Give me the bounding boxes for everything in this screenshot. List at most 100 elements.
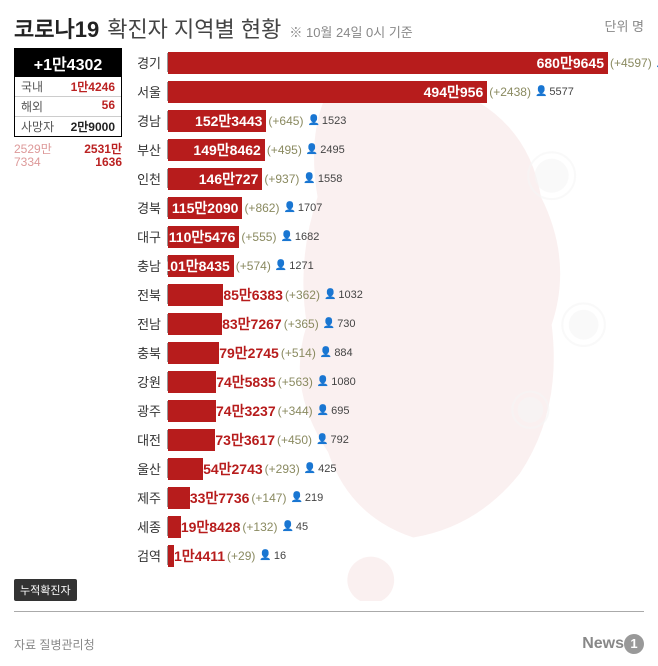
region-name: 경남: [132, 111, 168, 130]
region-bar: 33만7736(+147)👤219: [168, 487, 658, 509]
prev-cum-label: 2529만 7334: [14, 143, 52, 169]
region-total: 54만2743: [203, 459, 263, 479]
region-delta: (+293): [265, 462, 300, 476]
region-name: 경북: [132, 198, 168, 217]
news1-logo: News1: [582, 634, 644, 654]
region-total: 110만5476: [169, 227, 236, 247]
region-row: 제주33만7736(+147)👤219: [132, 483, 658, 512]
asof-text: ※ 10월 24일 0시 기준: [289, 22, 412, 41]
footer: 자료 질병관리청 News1: [14, 626, 644, 654]
region-bar: 83만7267(+365) 👤730: [168, 313, 658, 335]
region-row: 전남 83만7267(+365) 👤730: [132, 309, 658, 338]
region-total: 494만956: [424, 82, 484, 102]
person-icon: 👤: [259, 550, 271, 561]
region-row: 경북115만2090(+862)👤1707: [132, 193, 658, 222]
region-delta: (+147): [251, 491, 286, 505]
region-total: 115만2090: [172, 198, 239, 218]
title-sub: 확진자 지역별 현황: [107, 12, 281, 44]
region-name: 제주: [132, 488, 168, 507]
region-total: 83만7267: [222, 314, 282, 334]
region-row: 부산149만8462(+495)👤2495: [132, 135, 658, 164]
infographic-root: 코로나19 확진자 지역별 현황 ※ 10월 24일 0시 기준 단위 명 +1…: [0, 0, 658, 666]
region-row: 울산54만2743(+293)👤425: [132, 454, 658, 483]
region-deaths: 1523: [322, 115, 346, 127]
region-delta: (+4597): [610, 56, 652, 70]
person-icon: 👤: [290, 492, 302, 503]
region-row: 대구110만5476(+555)👤1682: [132, 222, 658, 251]
prev-cum-bot: 7334: [14, 156, 52, 169]
region-delta: (+132): [242, 520, 277, 534]
region-delta: (+365): [284, 317, 319, 331]
region-delta: (+450): [277, 433, 312, 447]
person-icon: 👤: [317, 405, 329, 416]
region-name: 충북: [132, 343, 168, 362]
region-delta: (+937): [264, 172, 299, 186]
region-total: 152만3443: [195, 111, 262, 131]
region-deaths: 695: [331, 405, 349, 417]
logo-text: News: [582, 635, 624, 652]
region-row: 경기680만9645(+4597)👤7269: [132, 48, 658, 77]
cumulative-bars: 23일 24일: [14, 173, 122, 573]
region-row: 경남152만3443(+645)👤1523: [132, 106, 658, 135]
logo-badge: 1: [624, 634, 644, 654]
region-deaths: 1558: [318, 173, 342, 185]
region-bar: 54만2743(+293)👤425: [168, 458, 658, 480]
region-bar: 74만5835(+563)👤1080: [168, 371, 658, 393]
person-icon: 👤: [324, 289, 336, 300]
person-icon: 👤: [317, 376, 329, 387]
region-delta: (+555): [241, 230, 276, 244]
cumulative-labels: 2529만 7334 2531만 1636: [14, 143, 122, 169]
header: 코로나19 확진자 지역별 현황 ※ 10월 24일 0시 기준: [14, 12, 644, 44]
region-total: 74만5835: [216, 372, 276, 392]
region-delta: (+344): [278, 404, 313, 418]
region-total: 1만4411: [174, 546, 225, 566]
totals-row-value: 56: [102, 98, 115, 115]
region-total: 85만6383: [223, 285, 283, 305]
totals-row-label: 해외: [21, 98, 43, 115]
region-total: 101만8435: [162, 256, 229, 276]
region-bar: 110만5476(+555)👤1682: [168, 226, 658, 248]
region-total: 73만3617: [215, 430, 275, 450]
region-total: 74만3237: [216, 401, 276, 421]
content: +1만4302 국내1만4246해외56사망자2만9000 2529만 7334…: [14, 48, 644, 601]
cumulative-tag: 누적확진자: [14, 579, 77, 601]
curr-day-label: 24일: [70, 552, 122, 569]
person-icon: 👤: [323, 318, 335, 329]
unit-label: 단위 명: [605, 16, 645, 35]
region-row: 대전73만3617(+450)👤792: [132, 425, 658, 454]
person-icon: 👤: [275, 260, 287, 271]
curr-cum-bot: 1636: [84, 156, 122, 169]
region-row: 광주74만3237(+344)👤695: [132, 396, 658, 425]
region-name: 검역: [132, 546, 168, 565]
region-row: 인천146만727(+937)👤1558: [132, 164, 658, 193]
curr-cum-label: 2531만 1636: [84, 143, 122, 169]
prev-day-label: 23일: [14, 552, 66, 569]
region-total: 680만9645: [537, 53, 604, 73]
region-name: 전남: [132, 314, 168, 333]
region-deaths: 16: [274, 550, 286, 562]
region-row: 서울494만956(+2438)👤5577: [132, 77, 658, 106]
region-total: 19만8428: [181, 517, 241, 537]
region-deaths: 1682: [295, 231, 319, 243]
region-deaths: 1080: [331, 376, 355, 388]
region-bar: 73만3617(+450)👤792: [168, 429, 658, 451]
region-delta: (+645): [268, 114, 303, 128]
right-column: 경기680만9645(+4597)👤7269서울494만956(+2438)👤5…: [132, 48, 658, 601]
region-bar: 115만2090(+862)👤1707: [168, 197, 658, 219]
region-name: 대구: [132, 227, 168, 246]
person-icon: 👤: [320, 347, 332, 358]
region-bar: 79만2745(+514)👤884: [168, 342, 658, 364]
totals-row-value: 1만4246: [71, 78, 115, 95]
region-bar: 74만3237(+344) 👤695: [168, 400, 658, 422]
totals-delta: +1만4302: [15, 49, 121, 77]
person-icon: 👤: [316, 434, 328, 445]
region-deaths: 730: [337, 318, 355, 330]
region-row: 세종19만8428(+132)👤45: [132, 512, 658, 541]
region-name: 부산: [132, 140, 168, 159]
region-total: 149만8462: [193, 140, 260, 160]
region-name: 인천: [132, 169, 168, 188]
totals-row: 국내1만4246: [15, 77, 121, 97]
cumulative-compare: 2529만 7334 2531만 1636 23일 24일: [14, 143, 122, 601]
region-delta: (+514): [281, 346, 316, 360]
region-deaths: 5577: [549, 86, 573, 98]
